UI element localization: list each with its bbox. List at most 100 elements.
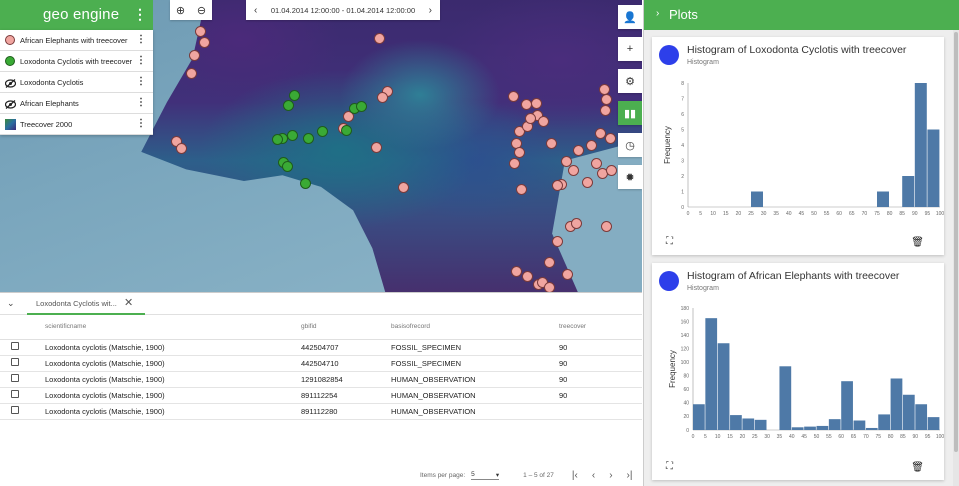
elephant-occurrence-point[interactable] <box>377 92 388 103</box>
time-next-icon[interactable]: › <box>428 4 432 16</box>
cyclotis-occurrence-point[interactable] <box>287 130 298 141</box>
layer-menu-icon[interactable]: ⋮ <box>136 76 146 87</box>
cyclotis-occurrence-point[interactable] <box>272 134 283 145</box>
row-checkbox[interactable] <box>11 390 19 398</box>
plots-scrollbar-thumb[interactable] <box>954 32 958 452</box>
cyclotis-occurrence-point[interactable] <box>300 178 311 189</box>
elephant-occurrence-point[interactable] <box>189 50 200 61</box>
elephant-occurrence-point[interactable] <box>176 143 187 154</box>
row-checkbox[interactable] <box>11 342 19 350</box>
table-row[interactable]: Loxodonta cyclotis (Matschie, 1900) 8911… <box>0 403 642 420</box>
elephant-occurrence-point[interactable] <box>599 84 610 95</box>
close-tab-icon[interactable]: ✕ <box>124 297 134 309</box>
time-previous-icon[interactable]: ‹ <box>254 4 258 16</box>
layer-menu-icon[interactable]: ⋮ <box>136 55 146 66</box>
eye-off-icon[interactable] <box>4 100 17 109</box>
next-page-icon[interactable]: › <box>609 470 613 481</box>
column-header-treecover[interactable]: treecover <box>559 315 642 340</box>
delete-icon[interactable]: 🗑 <box>911 237 924 248</box>
elephant-occurrence-point[interactable] <box>343 111 354 122</box>
elephant-occurrence-point[interactable] <box>601 94 612 105</box>
elephant-occurrence-point[interactable] <box>195 26 206 37</box>
cyclotis-occurrence-point[interactable] <box>283 100 294 111</box>
table-row[interactable]: Loxodonta cyclotis (Matschie, 1900) 8911… <box>0 387 642 404</box>
row-checkbox[interactable] <box>11 358 19 366</box>
table-tab[interactable]: Loxodonta Cyclotis wit... <box>36 299 117 308</box>
zoom-out-icon[interactable]: ⊖ <box>196 4 207 17</box>
elephant-occurrence-point[interactable] <box>562 269 573 280</box>
row-checkbox[interactable] <box>11 374 19 382</box>
elephant-occurrence-point[interactable] <box>508 91 519 102</box>
user-icon[interactable]: 👤 <box>618 5 642 29</box>
elephant-occurrence-point[interactable] <box>538 116 549 127</box>
first-page-icon[interactable]: |‹ <box>571 470 578 481</box>
add-icon[interactable]: + <box>618 37 642 61</box>
elephant-occurrence-point[interactable] <box>516 184 527 195</box>
elephant-occurrence-point[interactable] <box>606 165 617 176</box>
app-menu-icon[interactable]: ⋮ <box>133 6 147 22</box>
layer-item-loxodonta-cyclotis[interactable]: Loxodonta Cyclotis ⋮ <box>0 72 153 93</box>
elephant-occurrence-point[interactable] <box>514 147 525 158</box>
elephant-occurrence-point[interactable] <box>509 158 520 169</box>
cyclotis-occurrence-point[interactable] <box>341 125 352 136</box>
layer-menu-icon[interactable]: ⋮ <box>136 118 146 129</box>
column-header-basisofrecord[interactable]: basisofrecord <box>391 315 559 340</box>
elephant-occurrence-point[interactable] <box>371 142 382 153</box>
column-header-gbifid[interactable]: gbifid <box>301 315 391 340</box>
close-panel-chevron-icon[interactable]: › <box>656 8 660 19</box>
layer-menu-icon[interactable]: ⋮ <box>136 97 146 108</box>
elephant-occurrence-point[interactable] <box>568 165 579 176</box>
elephant-occurrence-point[interactable] <box>521 99 532 110</box>
previous-page-icon[interactable]: ‹ <box>591 470 596 481</box>
fullscreen-icon[interactable]: ⛶ <box>666 461 673 472</box>
cyclotis-occurrence-point[interactable] <box>282 161 293 172</box>
elephant-occurrence-point[interactable] <box>595 128 606 139</box>
fullscreen-icon[interactable]: ⛶ <box>666 236 673 247</box>
collapse-chevron-icon[interactable]: ⌄ <box>7 298 15 308</box>
table-row[interactable]: Loxodonta cyclotis (Matschie, 1900) 1291… <box>0 371 642 388</box>
elephant-occurrence-point[interactable] <box>605 133 616 144</box>
elephant-occurrence-point[interactable] <box>600 105 611 116</box>
elephant-occurrence-point[interactable] <box>525 113 536 124</box>
cyclotis-occurrence-point[interactable] <box>356 101 367 112</box>
elephant-occurrence-point[interactable] <box>186 68 197 79</box>
eye-off-icon[interactable] <box>4 79 17 88</box>
elephant-occurrence-point[interactable] <box>573 145 584 156</box>
elephant-occurrence-point[interactable] <box>582 177 593 188</box>
time-range[interactable]: 01.04.2014 12:00:00 - 01.04.2014 12:00:0… <box>270 5 416 15</box>
clock-icon[interactable]: ◷ <box>618 133 642 157</box>
elephant-occurrence-point[interactable] <box>552 236 563 247</box>
settings-icon[interactable]: ✹ <box>618 165 642 189</box>
elephant-occurrence-point[interactable] <box>544 282 555 292</box>
layer-item-loxodonta-cyclotis-treecover[interactable]: Loxodonta Cyclotis with treecover ⋮ <box>0 51 153 72</box>
items-per-page-select[interactable]: 5 ▾ <box>471 471 500 480</box>
layer-item-african-elephants-treecover[interactable]: African Elephants with treecover ⋮ <box>0 30 153 51</box>
elephant-occurrence-point[interactable] <box>561 156 572 167</box>
layer-item-african-elephants[interactable]: African Elephants ⋮ <box>0 93 153 114</box>
elephant-occurrence-point[interactable] <box>199 37 210 48</box>
map-view[interactable]: geo engine ⋮ African Elephants with tree… <box>0 0 642 292</box>
plots-icon[interactable]: ▮▮ <box>618 101 642 125</box>
elephant-occurrence-point[interactable] <box>522 271 533 282</box>
elephant-occurrence-point[interactable] <box>586 140 597 151</box>
row-checkbox[interactable] <box>11 406 19 414</box>
elephant-occurrence-point[interactable] <box>544 257 555 268</box>
last-page-icon[interactable]: ›| <box>626 470 633 481</box>
elephant-occurrence-point[interactable] <box>374 33 385 44</box>
zoom-in-icon[interactable]: ⊕ <box>175 4 186 17</box>
elephant-occurrence-point[interactable] <box>552 180 563 191</box>
column-header-scientificname[interactable]: scientificname <box>45 315 301 340</box>
elephant-occurrence-point[interactable] <box>398 182 409 193</box>
layer-menu-icon[interactable]: ⋮ <box>136 34 146 45</box>
elephant-occurrence-point[interactable] <box>591 158 602 169</box>
table-row[interactable]: Loxodonta cyclotis (Matschie, 1900) 4425… <box>0 339 642 356</box>
cyclotis-occurrence-point[interactable] <box>317 126 328 137</box>
operators-icon[interactable]: ⚙ <box>618 69 642 93</box>
layer-item-treecover-2000[interactable]: Treecover 2000 ⋮ <box>0 114 153 135</box>
elephant-occurrence-point[interactable] <box>511 266 522 277</box>
delete-icon[interactable]: 🗑 <box>911 462 924 473</box>
table-row[interactable]: Loxodonta cyclotis (Matschie, 1900) 4425… <box>0 355 642 372</box>
elephant-occurrence-point[interactable] <box>531 98 542 109</box>
elephant-occurrence-point[interactable] <box>546 138 557 149</box>
elephant-occurrence-point[interactable] <box>571 218 582 229</box>
